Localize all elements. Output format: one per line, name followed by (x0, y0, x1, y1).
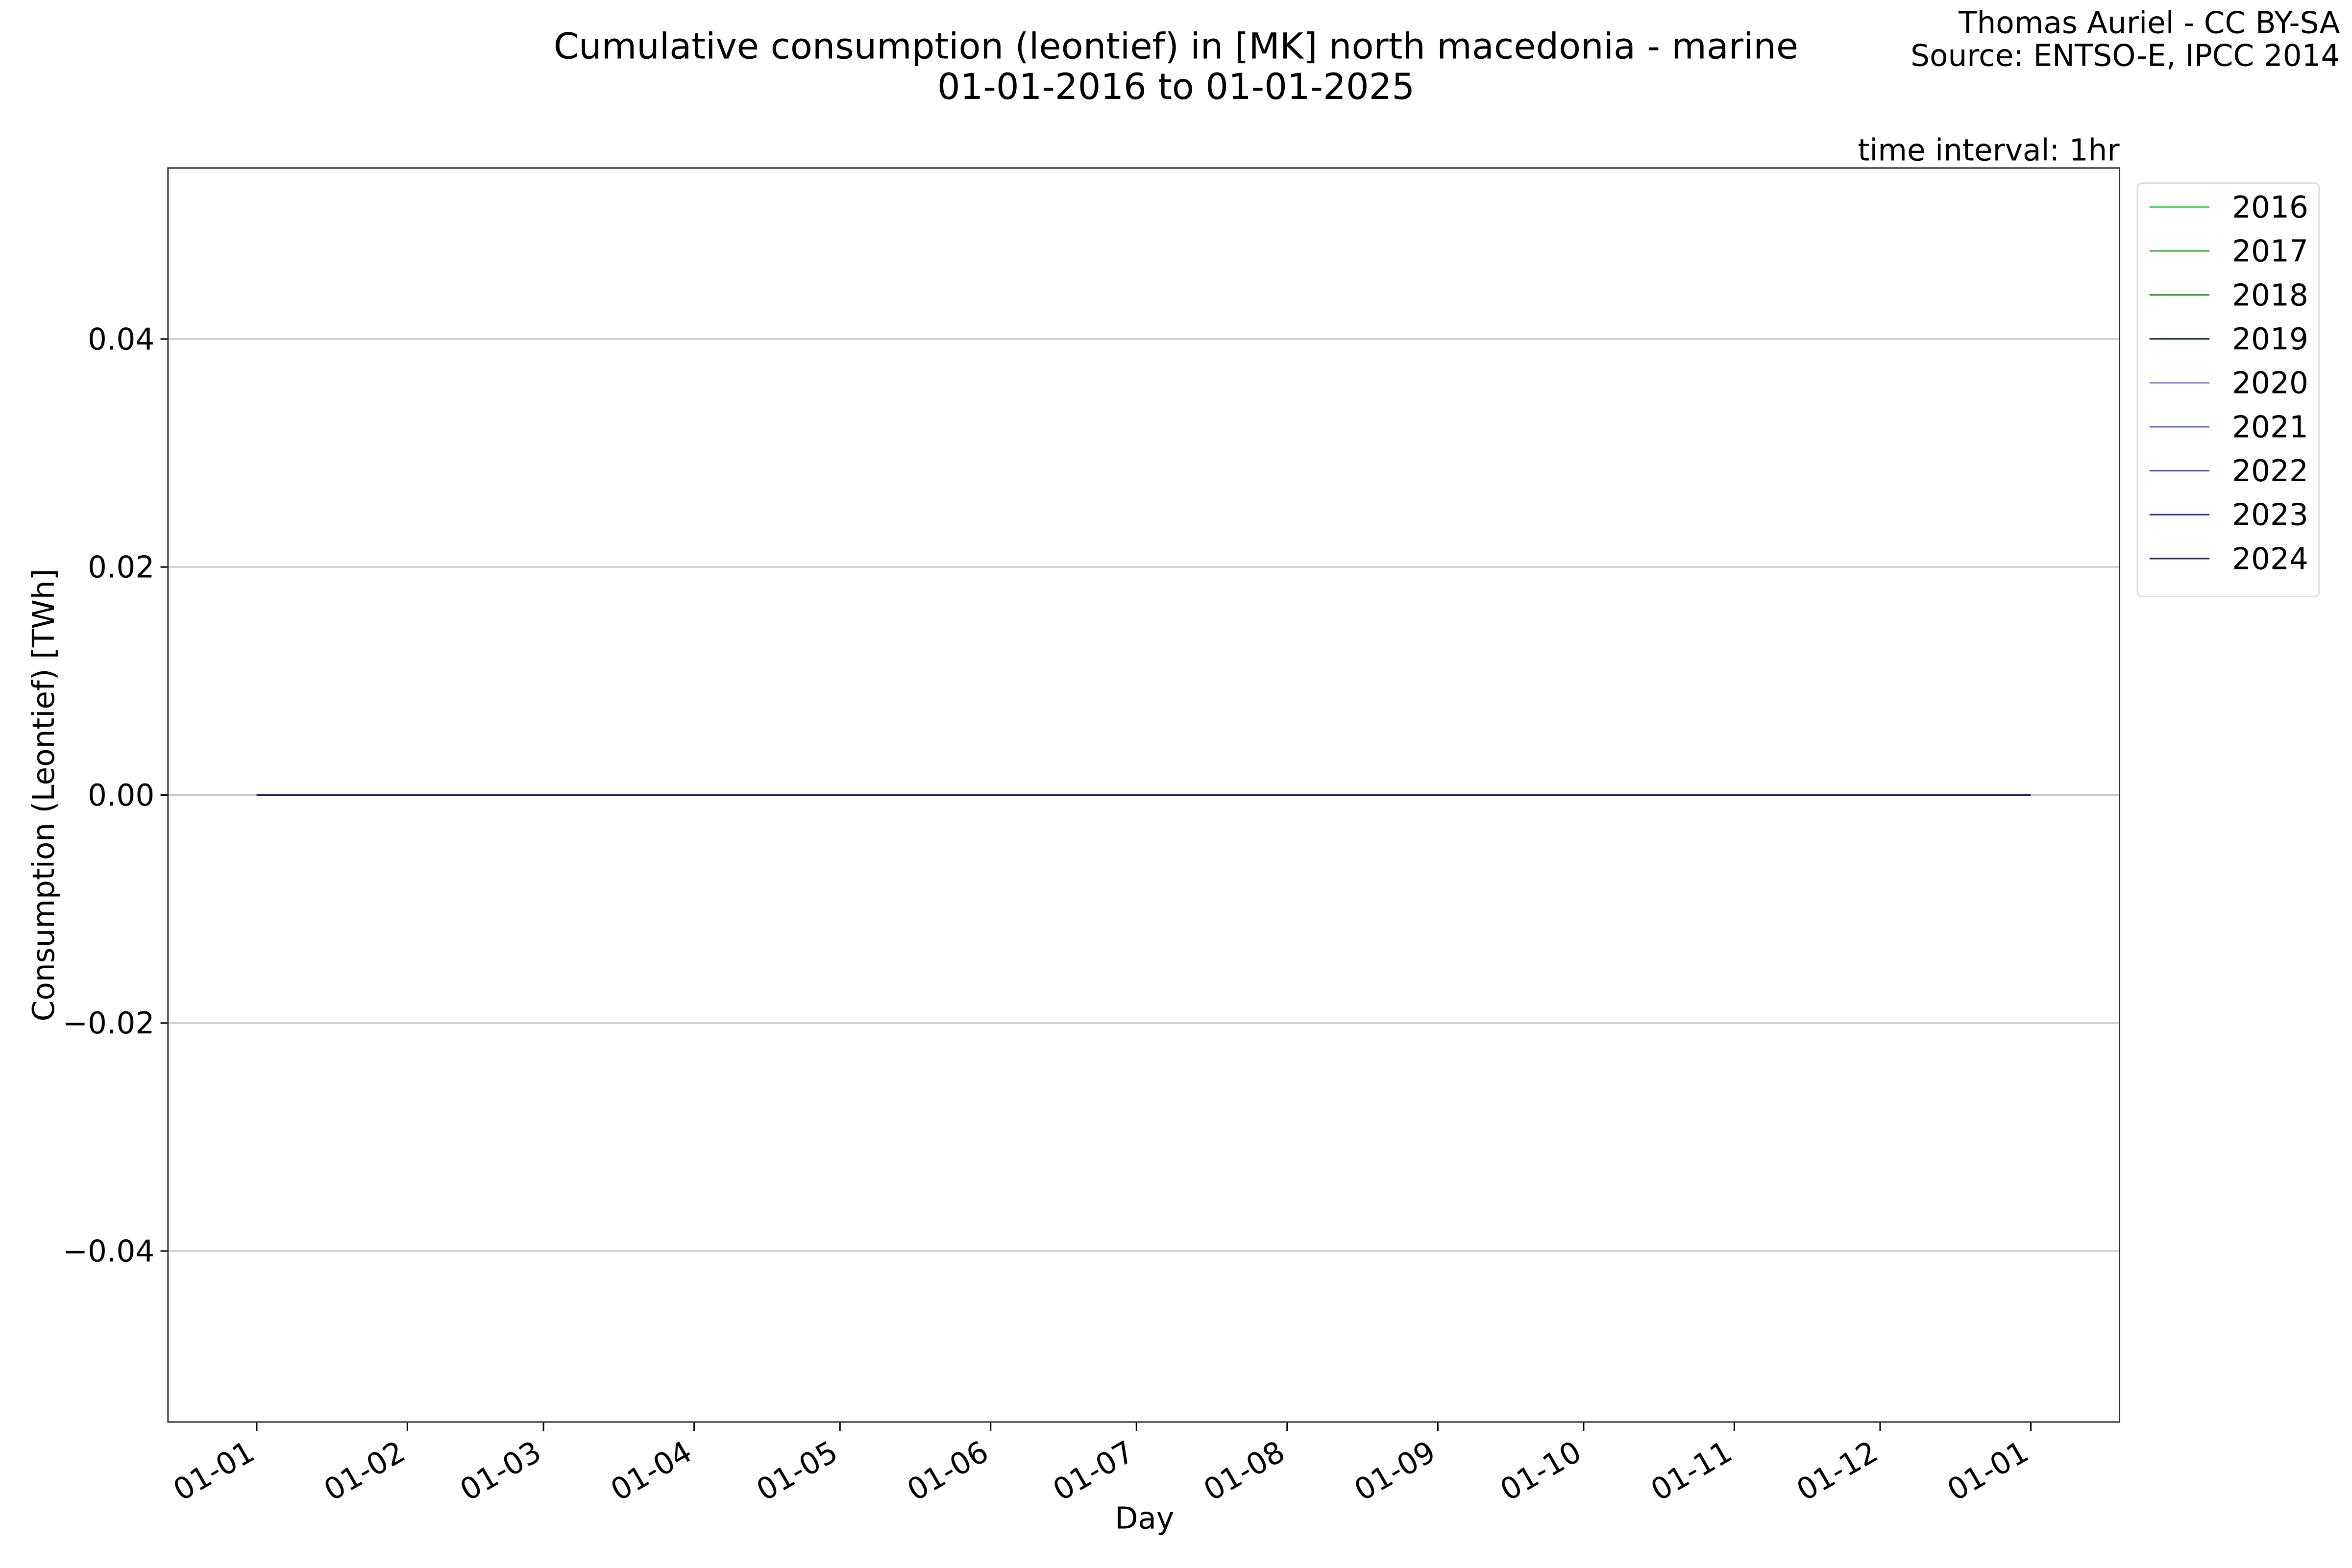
legend-label: 2021 (2232, 410, 2308, 444)
x-tick-label: 01-12 (1791, 1434, 1884, 1508)
x-tick-label: 01-07 (1047, 1434, 1140, 1508)
legend-label: 2019 (2232, 322, 2308, 357)
x-tick-label: 01-05 (751, 1434, 844, 1508)
y-tick-label: −0.04 (63, 1234, 155, 1269)
y-tick-label: 0.04 (88, 322, 154, 357)
y-tick-label: 0.00 (88, 778, 154, 813)
chart-title: Cumulative consumption (leontief) in [MK… (554, 25, 1798, 67)
annotation: time interval: 1hr (1858, 133, 2120, 168)
y-tick-label: −0.02 (63, 1006, 155, 1041)
legend-label: 2024 (2232, 541, 2308, 576)
credit: Thomas Auriel - CC BY-SA (1958, 5, 2340, 40)
x-tick-label: 01-08 (1198, 1434, 1291, 1508)
source: Source: ENTSO-E, IPCC 2014 (1911, 39, 2340, 74)
legend-label: 2022 (2232, 454, 2308, 489)
y-axis-label: Consumption (Leontief) [TWh] (26, 569, 61, 1022)
legend-label: 2016 (2232, 190, 2308, 225)
chart-subtitle: 01-01-2016 to 01-01-2025 (937, 66, 1415, 108)
x-tick-label: 01-01 (1941, 1434, 2034, 1508)
x-tick-label: 01-02 (318, 1434, 411, 1508)
x-axis-label: Day (1115, 1501, 1174, 1536)
x-tick-label: 01-09 (1348, 1434, 1442, 1508)
legend-label: 2023 (2232, 498, 2308, 533)
y-tick-label: 0.02 (88, 550, 154, 585)
x-tick-label: 01-10 (1494, 1434, 1588, 1508)
legend-label: 2020 (2232, 366, 2308, 401)
legend-box (2136, 182, 2320, 597)
x-tick-label: 01-01 (168, 1434, 261, 1508)
legend-label: 2018 (2232, 278, 2308, 313)
plot-frame (167, 167, 2121, 1423)
x-tick-label: 01-11 (1645, 1434, 1738, 1508)
x-tick-label: 01-03 (454, 1434, 547, 1508)
x-tick-label: 01-06 (902, 1434, 995, 1508)
legend-label: 2017 (2232, 234, 2308, 269)
x-tick-label: 01-04 (605, 1434, 698, 1508)
